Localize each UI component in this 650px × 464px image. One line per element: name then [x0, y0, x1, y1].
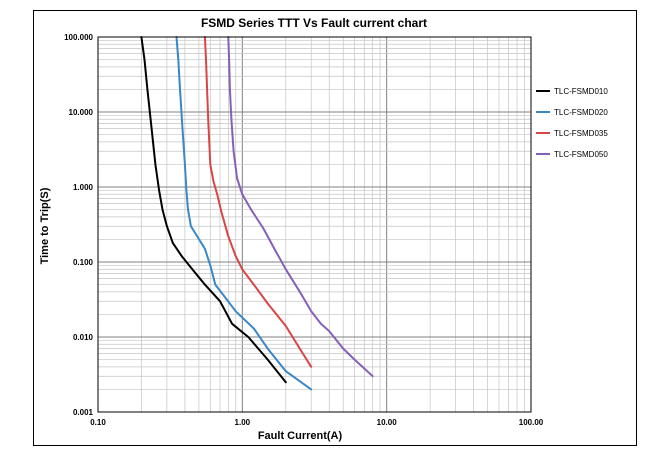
chart-title: FSMD Series TTT Vs Fault current chart	[201, 16, 427, 30]
plot-border	[97, 36, 532, 413]
x-tick-label: 100.00	[519, 418, 544, 427]
y-tick-label: 1.000	[73, 183, 94, 192]
y-tick-label: 0.001	[73, 408, 94, 417]
series-line-tlc-fsmd010	[140, 36, 287, 384]
tick-labels: 0.10 1.00 10.00 100.00 100.000 10.000 1.000 0.1…	[64, 33, 544, 427]
legend-entry: TLC-FSMD035	[554, 129, 608, 138]
y-tick-label: 10.000	[69, 108, 94, 117]
series-line-tlc-fsmd050	[227, 36, 374, 378]
y-tick-label: 0.010	[73, 333, 94, 342]
y-tick-label: 0.100	[73, 258, 94, 267]
chart-frame: FSMD Series TTT Vs Fault current chart 0…	[33, 10, 637, 446]
legend-entry: TLC-FSMD050	[554, 150, 608, 159]
series-line-tlc-fsmd035	[203, 36, 313, 368]
series-layer	[140, 36, 374, 391]
grid	[97, 37, 531, 413]
y-tick-label: 100.000	[64, 33, 93, 42]
legend-entry: TLC-FSMD020	[554, 108, 608, 117]
x-axis-label: Fault Current(A)	[258, 430, 343, 442]
chart-svg: FSMD Series TTT Vs Fault current chart 0…	[39, 16, 608, 442]
series-line-tlc-fsmd020	[175, 36, 313, 391]
x-tick-label: 10.00	[377, 418, 398, 427]
y-axis-label: Time to Trip(S)	[39, 187, 51, 264]
x-tick-label: 1.00	[235, 418, 251, 427]
legend: TLC-FSMD010 TLC-FSMD020 TLC-FSMD035 TLC-FSM…	[536, 87, 608, 159]
legend-entry: TLC-FSMD010	[554, 87, 608, 96]
x-tick-label: 0.10	[90, 418, 106, 427]
